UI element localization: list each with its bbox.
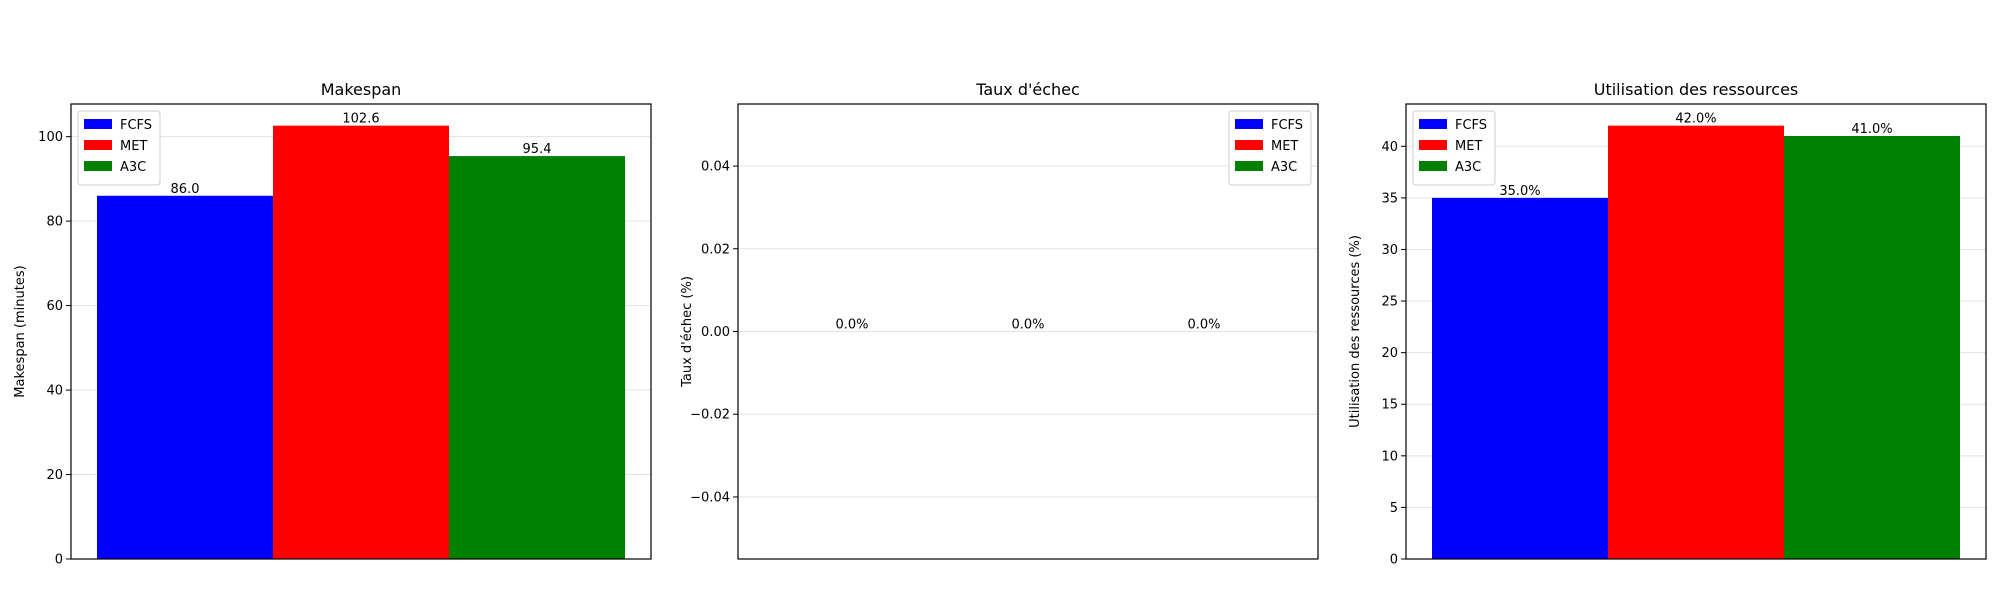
y-axis-label: Utilisation des ressources (%) — [1348, 235, 1363, 428]
legend-label-fcfs: FCFS — [120, 118, 152, 133]
y-axis-label: Makespan (minutes) — [13, 265, 28, 397]
bar-value-label: 0.0% — [1011, 318, 1044, 333]
legend-swatch-a3c — [1235, 161, 1263, 171]
y-tick-label: 40 — [1381, 140, 1398, 155]
bar-a3c — [1784, 135, 1960, 559]
bar-value-label: 0.0% — [835, 318, 868, 333]
y-tick-label: 0.00 — [701, 325, 730, 340]
bar-met — [273, 125, 449, 560]
legend-swatch-fcfs — [1235, 119, 1263, 129]
legend-swatch-a3c — [84, 161, 112, 171]
chart-panel-2: 0.0% 0.0% 0.0% −0.04 −0.02 0.00 0.02 0.04 Taux d… — [680, 80, 1319, 560]
bar-value-label: 0.0% — [1187, 318, 1220, 333]
legend: FCFS MET A3C — [1412, 110, 1496, 186]
y-tick-label: 60 — [46, 299, 63, 314]
bar-value-label: 35.0% — [1499, 184, 1540, 199]
legend: FCFS MET A3C — [77, 110, 161, 186]
legend-label-met: MET — [1455, 139, 1482, 154]
y-tick-label: 10 — [1381, 449, 1398, 464]
bar-a3c — [449, 156, 625, 559]
y-tick-label: 5 — [1390, 501, 1398, 516]
bar-fcfs — [97, 195, 273, 559]
bar-value-label: 41.0% — [1851, 122, 1892, 137]
chart-title: Makespan — [321, 80, 402, 99]
y-tick-label: 25 — [1381, 295, 1398, 310]
y-tick-label: 80 — [46, 215, 63, 230]
y-tick-label: 20 — [1381, 346, 1398, 361]
chart-panel-3: 35.0% 42.0% 41.0% 0 5 10 15 20 25 30 35 40 Utilisati… — [1348, 80, 1987, 568]
bar-value-label: 95.4 — [523, 142, 552, 157]
legend: FCFS MET A3C — [1228, 110, 1312, 186]
legend-label-fcfs: FCFS — [1455, 118, 1487, 133]
bar-met — [1608, 125, 1784, 560]
y-tick-label: 35 — [1381, 191, 1398, 206]
bar-value-label: 86.0 — [171, 182, 200, 197]
y-tick-label: 0.02 — [701, 242, 730, 257]
legend-label-a3c: A3C — [1455, 160, 1481, 175]
bar-value-label: 102.6 — [342, 112, 379, 127]
legend-swatch-met — [1235, 140, 1263, 150]
y-tick-label: 20 — [46, 468, 63, 483]
bar-fcfs — [1432, 197, 1608, 559]
axes-frame — [1405, 103, 1987, 560]
y-tick-label: 15 — [1381, 398, 1398, 413]
chart-title: Taux d'échec — [975, 80, 1080, 99]
chart-panel-1: 86.0 102.6 95.4 0 20 40 60 80 100 Makespan Makespa… — [13, 80, 652, 568]
y-tick-label: 0 — [55, 553, 63, 568]
legend-label-a3c: A3C — [120, 160, 146, 175]
y-tick-label: 0 — [1390, 553, 1398, 568]
legend-label-a3c: A3C — [1271, 160, 1297, 175]
y-tick-label: −0.02 — [690, 408, 730, 423]
legend-swatch-met — [1419, 140, 1447, 150]
chart-title: Utilisation des ressources — [1594, 80, 1799, 99]
y-tick-label: −0.04 — [690, 490, 730, 505]
bar-value-label: 42.0% — [1675, 112, 1716, 127]
legend-swatch-fcfs — [84, 119, 112, 129]
legend-label-met: MET — [120, 139, 147, 154]
y-tick-label: 0.04 — [701, 160, 730, 175]
y-tick-label: 40 — [46, 384, 63, 399]
axes-frame — [70, 103, 652, 560]
y-tick-label: 30 — [1381, 243, 1398, 258]
legend-swatch-a3c — [1419, 161, 1447, 171]
legend-swatch-met — [84, 140, 112, 150]
y-tick-label: 100 — [38, 130, 63, 145]
legend-label-fcfs: FCFS — [1271, 118, 1303, 133]
y-axis-label: Taux d'échec (%) — [680, 276, 695, 388]
legend-swatch-fcfs — [1419, 119, 1447, 129]
legend-label-met: MET — [1271, 139, 1298, 154]
